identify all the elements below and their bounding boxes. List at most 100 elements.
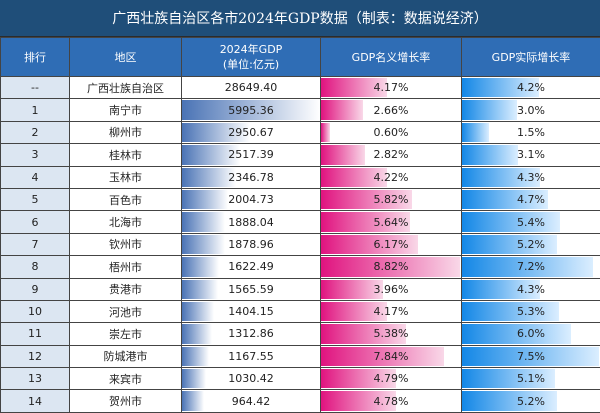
region-text: 河池市: [109, 305, 142, 319]
real-cell: 4.3%: [461, 277, 600, 301]
region-cell: 钦州市: [69, 232, 182, 257]
rank-text: 1: [31, 103, 39, 117]
nominal-bar: [321, 279, 384, 299]
nominal-bar: [321, 100, 363, 120]
real-bar: [462, 212, 561, 232]
rank-cell: 4: [0, 165, 70, 189]
nominal-cell: 2.82%: [320, 143, 462, 167]
table-row: 9 贵港市 1565.59 3.96% 4.3%: [0, 277, 600, 301]
gdp-cell: 2346.78: [181, 165, 321, 189]
real-cell: 4.3%: [461, 165, 600, 189]
rank-cell: 13: [0, 367, 70, 391]
nominal-text: 4.78%: [373, 394, 409, 408]
real-text: 1.5%: [517, 125, 545, 139]
header-real: GDP实际增长率: [461, 37, 600, 77]
header-region: 地区: [69, 37, 182, 77]
nominal-cell: 2.66%: [320, 98, 462, 122]
real-text: 4.3%: [517, 170, 545, 184]
rank-cell: 5: [0, 187, 70, 212]
gdp-bar: [182, 391, 205, 411]
table-row: 14 贺州市 964.42 4.78% 5.2%: [0, 389, 600, 413]
region-cell: 贵港市: [69, 277, 182, 301]
nominal-bar: [321, 257, 460, 277]
real-bar: [462, 78, 539, 98]
nominal-cell: 8.82%: [320, 255, 462, 279]
gdp-text: 2346.78: [228, 170, 274, 184]
nominal-text: 2.66%: [373, 103, 409, 117]
gdp-bar: [182, 189, 229, 210]
nominal-bar: [321, 369, 397, 389]
nominal-cell: 4.17%: [320, 75, 462, 100]
gdp-text: 1030.42: [228, 372, 274, 386]
nominal-bar: [321, 78, 387, 98]
real-bar: [462, 301, 559, 322]
nominal-text: 0.60%: [373, 125, 409, 139]
region-text: 贺州市: [109, 395, 142, 409]
region-text: 北海市: [109, 216, 142, 230]
table-row: 2 柳州市 2950.67 0.60% 1.5%: [0, 120, 600, 145]
gdp-bar: [182, 346, 209, 367]
gdp-bar: [182, 100, 320, 120]
region-text: 南宁市: [109, 104, 142, 118]
nominal-bar: [321, 234, 418, 255]
nominal-text: 5.82%: [373, 193, 409, 207]
real-cell: 1.5%: [461, 120, 600, 145]
real-text: 7.5%: [517, 349, 545, 363]
table-row: 10 河池市 1404.15 4.17% 5.3%: [0, 299, 600, 324]
real-text: 5.4%: [517, 215, 545, 229]
real-bar: [462, 189, 548, 210]
real-cell: 3.0%: [461, 98, 600, 122]
real-text: 5.2%: [517, 237, 545, 251]
region-cell: 贺州市: [69, 389, 182, 413]
nominal-cell: 4.79%: [320, 367, 462, 391]
nominal-cell: 5.64%: [320, 210, 462, 234]
real-cell: 5.2%: [461, 232, 600, 257]
nominal-text: 4.17%: [373, 81, 409, 95]
table-row: 13 来宾市 1030.42 4.79% 5.1%: [0, 367, 600, 391]
nominal-cell: 4.17%: [320, 299, 462, 324]
header-gdp-label: 2024年GDP: [219, 43, 283, 56]
nominal-bar: [321, 189, 413, 210]
gdp-cell: 1404.15: [181, 299, 321, 324]
gdp-cell: 5995.36: [181, 98, 321, 122]
header-gdp-unit: (单位:亿元): [222, 58, 280, 71]
rank-cell: 9: [0, 277, 70, 301]
table-row: -- 广西壮族自治区 28649.40 4.17% 4.2%: [0, 75, 600, 100]
gdp-bar: [182, 145, 240, 165]
region-cell: 河池市: [69, 299, 182, 324]
real-cell: 5.1%: [461, 367, 600, 391]
gdp-bar: [182, 279, 219, 299]
table-row: 1 南宁市 5995.36 2.66% 3.0%: [0, 98, 600, 122]
gdp-text: 1878.96: [228, 237, 274, 251]
nominal-text: 4.79%: [373, 372, 409, 386]
nominal-bar: [321, 212, 410, 232]
gdp-cell: 1167.55: [181, 344, 321, 369]
nominal-cell: 4.22%: [320, 165, 462, 189]
nominal-text: 5.38%: [373, 327, 409, 341]
region-text: 贵港市: [109, 283, 142, 297]
nominal-text: 7.84%: [373, 349, 409, 363]
rank-text: 5: [31, 193, 39, 207]
gdp-text: 5995.36: [228, 103, 274, 117]
gdp-bar: [182, 369, 206, 389]
gdp-bar: [182, 122, 250, 143]
real-cell: 4.7%: [461, 187, 600, 212]
rank-cell: 14: [0, 389, 70, 413]
real-bar: [462, 145, 519, 165]
rank-text: 13: [28, 372, 42, 386]
rank-cell: 8: [0, 255, 70, 279]
real-bar: [462, 369, 555, 389]
region-text: 崇左市: [109, 327, 142, 341]
real-bar: [462, 324, 572, 344]
gdp-bar: [182, 324, 213, 344]
nominal-bar: [321, 324, 406, 344]
real-cell: 5.2%: [461, 389, 600, 413]
rank-cell: 7: [0, 232, 70, 257]
nominal-bar: [321, 122, 331, 143]
gdp-cell: 1030.42: [181, 367, 321, 391]
rank-text: 2: [31, 125, 39, 139]
rank-text: 11: [28, 327, 42, 341]
region-text: 桂林市: [109, 148, 142, 162]
gdp-text: 1404.15: [228, 305, 274, 319]
header-gdp: 2024年GDP (单位:亿元): [181, 37, 321, 77]
